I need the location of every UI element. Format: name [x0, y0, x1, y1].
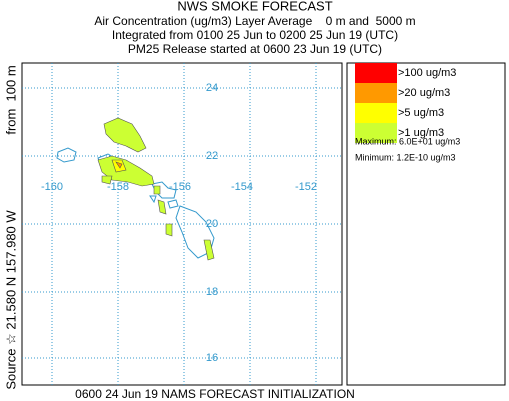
legend-frame: [346, 62, 506, 386]
legend-swatch: [355, 103, 397, 123]
subtitle: Integrated from 0100 25 Jun to 0200 25 J…: [112, 28, 398, 42]
lon-label: -156: [169, 181, 191, 193]
minimum: Minimum: 1.2E-10 ug/m3: [355, 152, 456, 162]
footer: 0600 24 Jun 19 NAMS FORECAST INITIALIZAT…: [75, 387, 355, 401]
maximum: Maximum: 6.0E+01 ug/m3: [355, 136, 460, 146]
lon-label: -154: [231, 181, 253, 193]
lat-label: 18: [206, 286, 218, 298]
plume: [97, 117, 215, 261]
legend-label: >100 ug/m3: [398, 67, 456, 79]
lat-label: 20: [206, 218, 218, 230]
lat-label: 22: [206, 150, 218, 162]
legend-swatch: [355, 83, 397, 103]
height-label: from 100 m: [3, 65, 18, 134]
legend-label: >5 ug/m3: [398, 107, 444, 119]
islands: [56, 147, 215, 259]
legend-swatch: [355, 63, 397, 83]
lon-label: -160: [41, 181, 63, 193]
subtitle: PM25 Release started at 0600 23 Jun 19 (…: [128, 42, 382, 56]
legend-label: >1 ug/m3: [398, 127, 444, 139]
lon-label: -158: [107, 181, 129, 193]
lat-labels: 24 22 20 18 16: [206, 82, 218, 364]
source-label: Source ☆ 21.580 N 157.980 W: [3, 210, 18, 390]
lat-label: 24: [206, 82, 218, 94]
subtitle: Air Concentration (ug/m3) Layer Average …: [94, 14, 415, 28]
title: NWS SMOKE FORECAST: [177, 0, 332, 13]
legend: >100 ug/m3 >20 ug/m3 >5 ug/m3 >1 ug/m3: [355, 63, 456, 143]
lon-label: -152: [295, 181, 317, 193]
lon-labels: -160 -158 -156 -154 -152: [41, 181, 317, 193]
legend-label: >20 ug/m3: [398, 87, 450, 99]
lat-label: 16: [206, 352, 218, 364]
legend-swatch: [355, 123, 397, 143]
grid: [22, 63, 342, 385]
